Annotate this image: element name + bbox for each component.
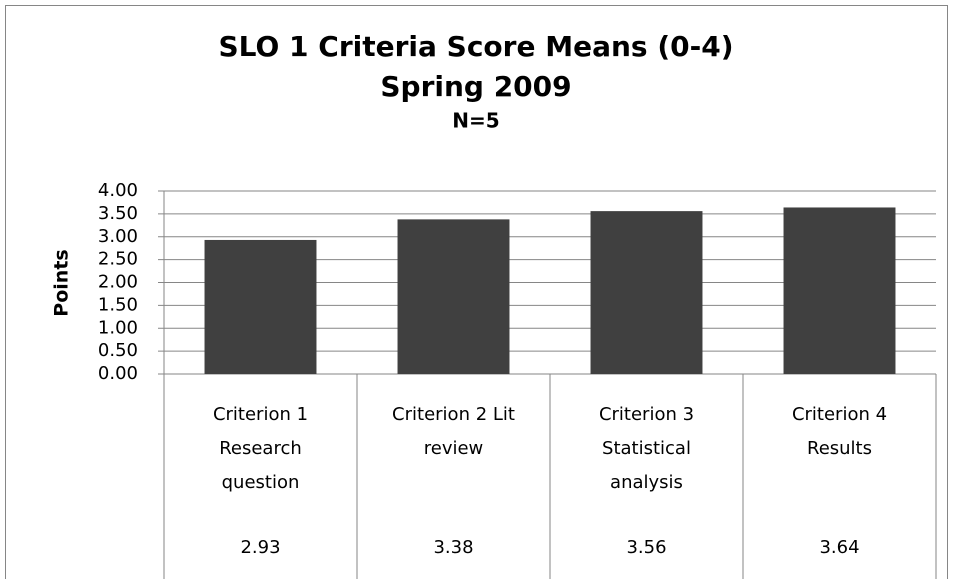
- chart-title: SLO 1 Criteria Score Means (0-4): [219, 30, 734, 63]
- y-tick-label: 1.00: [98, 317, 138, 338]
- category-label: Criterion 3 Statistical analysis: [598, 404, 695, 493]
- bar: [783, 207, 896, 374]
- bar: [397, 219, 510, 374]
- bar: [590, 211, 703, 374]
- data-table-value: 2.93: [240, 537, 280, 558]
- chart-subtitle: Spring 2009: [380, 70, 571, 103]
- data-table-value: 3.38: [433, 537, 473, 558]
- chart-border: [5, 5, 948, 579]
- y-axis-label: Points: [51, 249, 73, 316]
- category-label: Criterion 1 Research question: [212, 404, 309, 493]
- y-tick-label: 0.00: [98, 363, 138, 384]
- y-tick-label: 0.50: [98, 340, 138, 361]
- y-tick-label: 3.50: [98, 203, 138, 224]
- annotation: N=5: [452, 109, 499, 133]
- data-table-value: 3.56: [626, 537, 666, 558]
- y-tick-label: 2.00: [98, 272, 138, 293]
- y-tick-label: 2.50: [98, 249, 138, 270]
- bar: [204, 239, 317, 374]
- category-label: Criterion 4 Results: [791, 404, 888, 459]
- y-tick-label: 1.50: [98, 294, 138, 315]
- y-tick-label: 4.00: [98, 180, 138, 201]
- category-label: Criterion 2 Lit review: [392, 404, 515, 459]
- data-table-value: 3.64: [819, 537, 859, 558]
- y-tick-label: 3.00: [98, 226, 138, 247]
